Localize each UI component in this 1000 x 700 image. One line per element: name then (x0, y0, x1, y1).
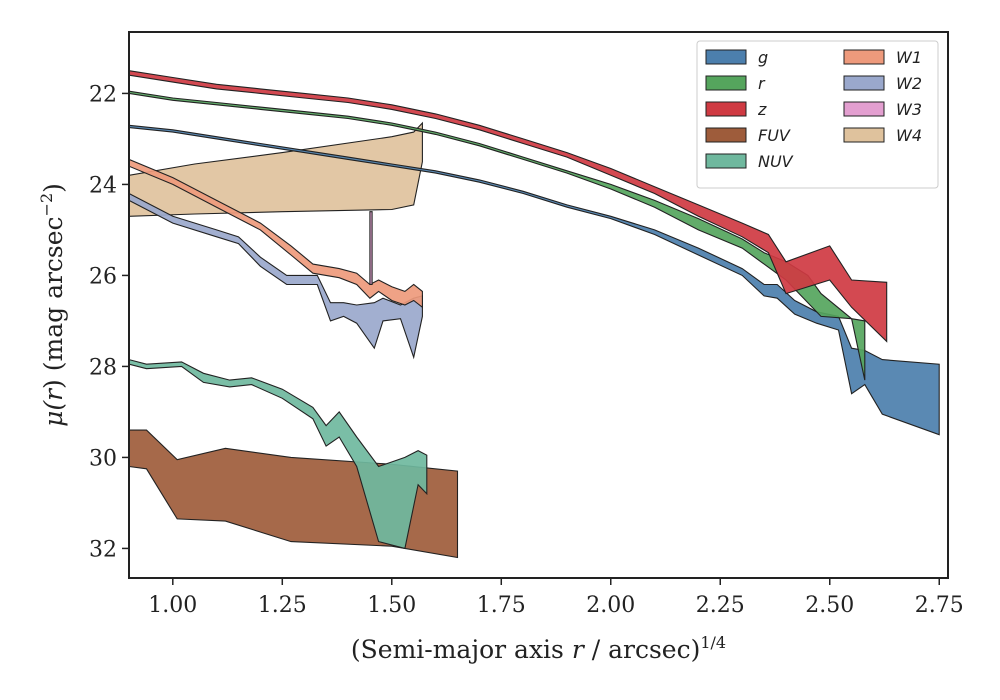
legend-label-nuv: NUV (758, 152, 794, 171)
legend-label-fuv: FUV (758, 126, 791, 145)
legend: grz FUV NUV W1 W2 W3 W4 (696, 40, 939, 189)
legend-label-g: g (758, 48, 768, 67)
legend-swatch-w1 (843, 49, 885, 65)
plot-frame (128, 31, 949, 579)
legend-label-r: r (758, 74, 766, 93)
legend-swatch-g (705, 49, 747, 65)
legend-label-w3: W3 (896, 100, 922, 119)
y-axis-label: μ(r) (mag arcsec−2) (37, 183, 68, 427)
legend-swatch-w2 (843, 75, 885, 91)
legend-swatch-z (705, 101, 747, 117)
x-tick-label: 1.50 (367, 593, 416, 618)
y-tick-label: 30 (89, 446, 117, 471)
x-tick-label: 2.75 (915, 593, 964, 618)
area-r (129, 90, 866, 381)
legend-label-w4: W4 (896, 126, 922, 145)
legend-swatch-fuv (705, 127, 747, 143)
area-w1 (129, 158, 423, 309)
legend-label-w1: W1 (896, 48, 922, 67)
y-axis-ticks: 22 24 26 28 30 32 (89, 82, 129, 562)
y-tick-label: 28 (89, 355, 117, 380)
y-tick-label: 26 (89, 264, 117, 289)
x-tick-label: 2.00 (586, 593, 635, 618)
x-axis-label: (Semi-major axis r / arcsec)1/4 (351, 633, 726, 664)
legend-swatch-w4 (843, 127, 885, 143)
legend-label-z: z (757, 100, 767, 119)
y-tick-label: 24 (89, 173, 117, 198)
y-tick-label: 22 (89, 82, 117, 107)
plot-areas (129, 70, 940, 559)
legend-swatch-w3 (843, 101, 885, 117)
area-g (129, 124, 940, 436)
x-tick-label: 2.50 (805, 593, 854, 618)
area-w2 (129, 192, 423, 360)
y-tick-label: 32 (89, 537, 117, 562)
x-tick-label: 1.75 (477, 593, 526, 618)
area-w4 (129, 121, 423, 217)
x-tick-label: 1.25 (258, 593, 307, 618)
legend-swatch-nuv (705, 153, 747, 169)
area-z (129, 70, 888, 343)
area-w3 (369, 211, 373, 286)
x-tick-label: 1.00 (148, 593, 197, 618)
x-axis-ticks: 1.00 1.25 1.50 1.75 2.00 2.25 2.50 2.75 (148, 578, 964, 618)
legend-swatch-r (705, 75, 747, 91)
area-nuv (129, 359, 428, 550)
x-tick-label: 2.25 (696, 593, 745, 618)
legend-label-w2: W2 (896, 74, 922, 93)
